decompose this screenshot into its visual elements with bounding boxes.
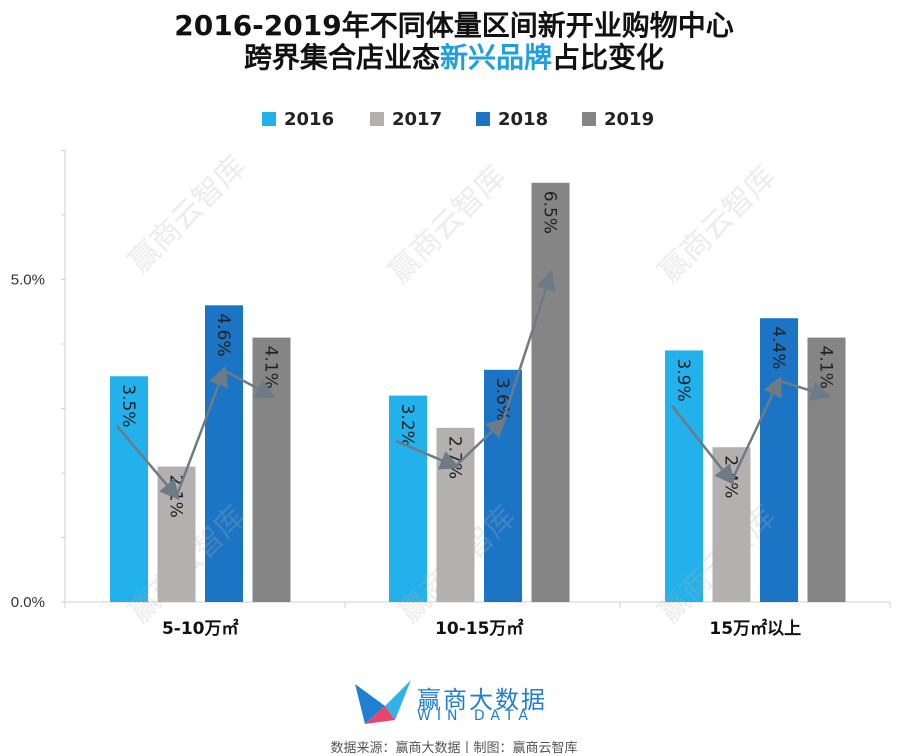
trend-arrow <box>116 425 180 501</box>
legend-label-2018: 2018 <box>498 108 549 130</box>
legend-swatch-2018 <box>476 112 490 126</box>
bar-2019-2 <box>807 337 846 602</box>
logo-text-cn: 赢商大数据 <box>417 686 547 714</box>
legend-label-2019: 2019 <box>604 108 655 130</box>
bar-chart: 0.0%5.0%3.5%2.1%4.6%4.1%5-10万㎡3.2%2.7%3.… <box>11 150 891 639</box>
trend-arrow <box>223 369 276 399</box>
trend-arrow <box>454 417 507 468</box>
trend-arrow <box>730 376 782 482</box>
data-label: 3.9% <box>673 358 693 401</box>
logo-text-en: WIN DATA <box>417 708 534 724</box>
data-label: 4.1% <box>816 346 836 389</box>
data-label: 4.4% <box>768 326 788 369</box>
title-highlight: 新兴品牌 <box>439 41 552 74</box>
legend-swatch-2017 <box>370 112 384 126</box>
trend-arrow <box>395 439 461 470</box>
trend-arrow <box>501 270 556 422</box>
title-prefix: 跨界集合店业态 <box>243 41 440 74</box>
legend-swatch-2016 <box>262 112 276 126</box>
legend-item-2016: 2016 <box>262 106 334 132</box>
bar-2019-1 <box>531 182 570 602</box>
source-note: 数据来源：赢商大数据丨制图：赢商云智库 <box>330 741 578 756</box>
legend-label-2017: 2017 <box>392 108 443 130</box>
data-label: 2.4% <box>721 455 741 498</box>
trend-arrow <box>778 379 832 401</box>
x-category-label: 10-15万㎡ <box>435 618 523 639</box>
y-tick-label: 0.0% <box>11 594 45 611</box>
chart-title-line-2: 跨界集合店业态新兴品牌占比变化 <box>0 36 908 76</box>
legend-item-2018: 2018 <box>476 106 548 132</box>
legend-swatch-2019 <box>582 112 596 126</box>
x-category-label: 5-10万㎡ <box>162 618 239 639</box>
data-label: 4.6% <box>213 313 233 356</box>
bar-2016-2 <box>665 350 703 602</box>
data-label: 3.5% <box>118 384 138 427</box>
legend-item-2019: 2019 <box>582 106 654 132</box>
legend-label-2016: 2016 <box>284 108 335 130</box>
bar-2018-0 <box>205 305 243 602</box>
trend-arrow <box>175 365 229 497</box>
bar-2018-1 <box>484 369 522 602</box>
legend-item-2017: 2017 <box>370 106 442 132</box>
data-label: 2.7% <box>445 436 465 479</box>
title-suffix: 占比变化 <box>552 41 665 74</box>
data-label: 6.5% <box>540 191 560 234</box>
win-data-logo-icon <box>355 680 411 724</box>
legend: 2016 2017 2018 2019 <box>0 106 908 132</box>
bar-2016-0 <box>110 376 148 602</box>
bar-2018-2 <box>760 318 798 602</box>
data-label: 3.2% <box>397 404 417 447</box>
bar-2016-1 <box>389 395 427 602</box>
trend-arrow <box>671 405 735 486</box>
win-data-logo: 赢商大数据 WIN DATA <box>355 680 555 726</box>
x-category-label: 15万㎡以上 <box>709 618 801 639</box>
chart-title-line-1: 2016-2019年不同体量区间新开业购物中心 <box>174 9 734 42</box>
y-tick-label: 5.0% <box>11 272 45 289</box>
data-label: 4.1% <box>261 346 281 389</box>
